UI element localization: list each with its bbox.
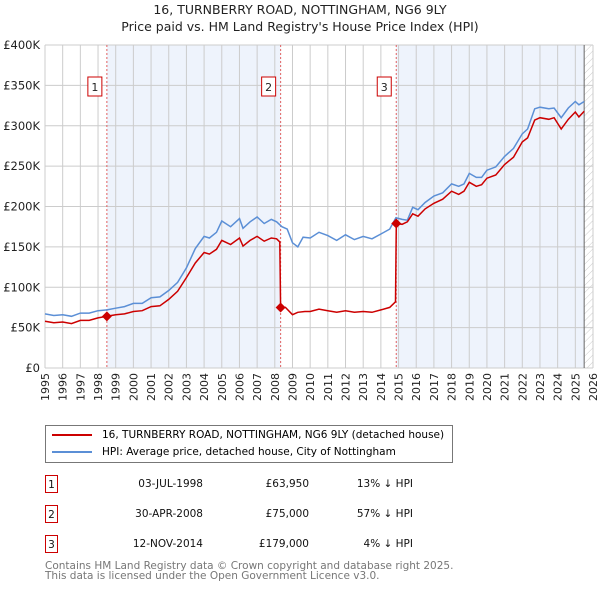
y-tick-label: £350K	[3, 78, 40, 92]
x-tick-label: 1998	[92, 373, 105, 401]
sale-date: 12-NOV-2014	[132, 538, 203, 550]
sale-label: 3	[381, 81, 388, 94]
sale-point	[275, 302, 286, 313]
x-tick-label: 1999	[110, 373, 123, 401]
x-tick-label: 2018	[446, 373, 459, 401]
x-tick-label: 2002	[163, 373, 176, 401]
x-tick-label: 2010	[304, 373, 317, 401]
sale-price: £63,950	[265, 478, 309, 490]
series-line	[44, 110, 585, 325]
legend-label-property: 16, TURNBERRY ROAD, NOTTINGHAM, NG6 9LY …	[102, 429, 445, 441]
x-tick-label: 2021	[499, 373, 512, 401]
y-tick-label: £250K	[3, 159, 40, 173]
legend-label-hpi: HPI: Average price, detached house, City…	[102, 446, 396, 458]
sale-label: 2	[265, 81, 272, 94]
y-tick-label: £200K	[3, 200, 40, 214]
y-tick-label: £0	[25, 361, 40, 375]
x-tick-label: 2020	[481, 373, 494, 401]
x-tick-label: 2025	[569, 373, 582, 401]
sale-badge: 2	[45, 505, 58, 523]
sale-badge: 3	[45, 535, 58, 553]
transaction-row: 3 12-NOV-2014 £179,000 4% ↓ HPI	[45, 535, 465, 555]
sale-label: 1	[91, 81, 98, 94]
sale-hpi-diff: 13% ↓ HPI	[356, 478, 413, 490]
chart-subtitle: Price paid vs. HM Land Registry's House …	[121, 19, 479, 34]
footer-licence: This data is licensed under the Open Gov…	[45, 570, 380, 582]
sale-price: £75,000	[265, 508, 309, 520]
legend-swatch-red	[52, 434, 92, 436]
x-tick-label: 2019	[463, 373, 476, 401]
sale-date: 30-APR-2008	[135, 508, 203, 520]
sale-label-box	[87, 76, 103, 97]
x-tick-label: 2022	[516, 373, 529, 401]
transaction-row: 2 30-APR-2008 £75,000 57% ↓ HPI	[45, 505, 465, 525]
x-tick-label: 2006	[233, 373, 246, 401]
x-tick-label: 2023	[534, 373, 547, 401]
plot-area: 1995 1996 1997 1998 1999 2000 2001 2002 2003 2004…	[3, 38, 600, 401]
y-tick-label: £300K	[3, 119, 40, 133]
legend: 16, TURNBERRY ROAD, NOTTINGHAM, NG6 9LY …	[45, 425, 453, 463]
sale-hpi-diff: 57% ↓ HPI	[356, 508, 413, 520]
x-tick-label: 2013	[357, 373, 370, 401]
x-tick-label: 2015	[393, 373, 406, 401]
x-tick-label: 2017	[428, 373, 441, 401]
x-tick-label: 2005	[216, 373, 229, 401]
x-tick-label: 2026	[587, 373, 600, 401]
sale-label-box	[376, 76, 392, 97]
x-tick-label: 2007	[251, 373, 264, 401]
x-tick-label: 2009	[286, 373, 299, 401]
y-tick-label: £400K	[3, 38, 40, 52]
chart-title: 16, TURNBERRY ROAD, NOTTINGHAM, NG6 9LY	[153, 2, 447, 17]
sale-badge: 1	[45, 475, 58, 493]
x-tick-label: 2014	[375, 373, 388, 401]
legend-item-property: 16, TURNBERRY ROAD, NOTTINGHAM, NG6 9LY …	[52, 427, 444, 443]
x-tick-label: 2000	[127, 373, 140, 401]
sale-date: 03-JUL-1998	[138, 478, 203, 490]
x-tick-label: 2001	[145, 373, 158, 401]
y-tick-label: £150K	[3, 240, 40, 254]
x-tick-label: 2016	[410, 373, 423, 401]
series-line	[44, 100, 585, 318]
y-tick-label: £100K	[3, 280, 40, 294]
x-tick-label: 2024	[552, 373, 565, 401]
x-tick-label: 2012	[340, 373, 353, 401]
x-tick-label: 1995	[39, 373, 52, 401]
y-tick-label: £50K	[11, 321, 41, 335]
transaction-row: 1 03-JUL-1998 £63,950 13% ↓ HPI	[45, 475, 465, 495]
legend-item-hpi: HPI: Average price, detached house, City…	[52, 444, 396, 460]
sale-price: £179,000	[258, 538, 309, 550]
x-tick-label: 2003	[180, 373, 193, 401]
x-tick-label: 2008	[269, 373, 282, 401]
footer-copyright: Contains HM Land Registry data © Crown c…	[45, 560, 454, 572]
legend-swatch-blue	[52, 451, 92, 453]
sale-label-box	[261, 76, 277, 97]
x-tick-label: 1997	[74, 373, 87, 401]
sale-hpi-diff: 4% ↓ HPI	[363, 538, 413, 550]
x-tick-label: 2004	[198, 373, 211, 401]
sale-point	[391, 218, 402, 229]
x-tick-label: 1996	[57, 373, 70, 401]
x-tick-label: 2011	[322, 373, 335, 401]
sale-point	[101, 311, 112, 322]
